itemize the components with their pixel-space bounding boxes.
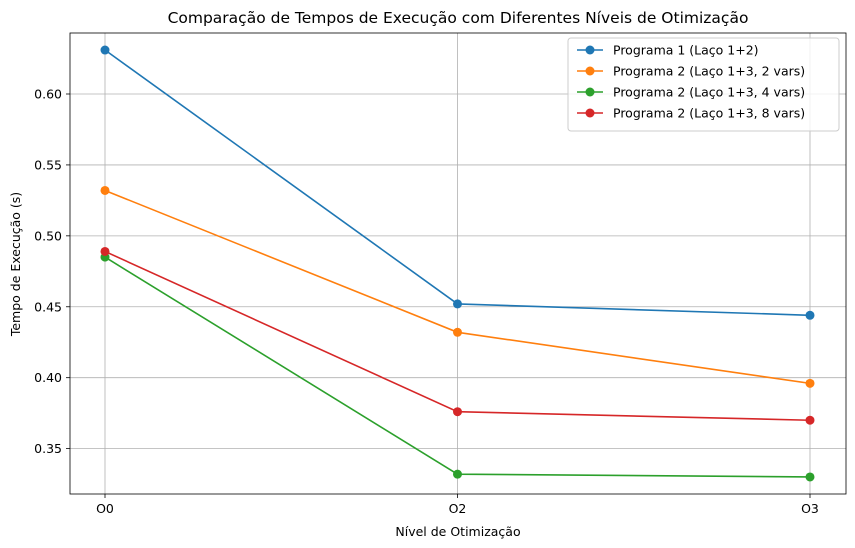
data-point xyxy=(805,378,815,388)
y-axis-label: Tempo de Execução (s) xyxy=(8,192,23,337)
data-point xyxy=(453,469,462,479)
data-point xyxy=(453,299,462,309)
legend-item: Programa 2 (Laço 1+3, 2 vars) xyxy=(577,64,805,79)
x-tick-label: O2 xyxy=(449,501,467,516)
legend-marker xyxy=(585,66,595,76)
legend-marker xyxy=(585,87,595,97)
legend-label: Programa 1 (Laço 1+2) xyxy=(613,43,759,58)
series-4 xyxy=(100,246,815,425)
y-tick-label: 0.50 xyxy=(34,228,62,243)
series-1 xyxy=(100,45,815,320)
x-tick-label: O0 xyxy=(96,501,114,516)
legend-item: Programa 1 (Laço 1+2) xyxy=(577,43,759,58)
y-tick-label: 0.45 xyxy=(34,299,62,314)
data-point xyxy=(453,327,462,337)
legend-label: Programa 2 (Laço 1+3, 8 vars) xyxy=(613,106,805,121)
series-layer xyxy=(100,45,815,482)
y-tick-label: 0.55 xyxy=(34,157,62,172)
y-tick-label: 0.60 xyxy=(34,86,62,101)
axis-ticks: O0 O2 O3 0.35 0.40 0.45 0.50 0.55 0.60 xyxy=(34,86,819,516)
legend-item: Programa 2 (Laço 1+3, 8 vars) xyxy=(577,106,805,121)
chart-title: Comparação de Tempos de Execução com Dif… xyxy=(168,9,749,27)
legend: Programa 1 (Laço 1+2) Programa 2 (Laço 1+… xyxy=(567,37,840,132)
legend-box xyxy=(567,37,840,132)
y-tick-label: 0.35 xyxy=(34,441,62,456)
data-point xyxy=(100,45,110,55)
data-point xyxy=(100,185,110,195)
plot-frame xyxy=(69,32,847,495)
data-point xyxy=(805,472,815,482)
legend-marker xyxy=(585,45,595,55)
legend-label: Programa 2 (Laço 1+3, 4 vars) xyxy=(613,85,805,100)
y-tick-label: 0.40 xyxy=(34,370,62,385)
x-tick-label: O3 xyxy=(801,501,819,516)
data-point xyxy=(805,310,815,320)
legend-item: Programa 2 (Laço 1+3, 4 vars) xyxy=(577,85,805,100)
data-point xyxy=(805,415,815,425)
series-2 xyxy=(100,185,815,388)
data-point xyxy=(100,246,110,256)
legend-label: Programa 2 (Laço 1+3, 2 vars) xyxy=(613,64,805,79)
legend-marker xyxy=(585,108,595,118)
data-point xyxy=(453,407,462,417)
x-axis-label: Nível de Otimização xyxy=(395,524,520,539)
